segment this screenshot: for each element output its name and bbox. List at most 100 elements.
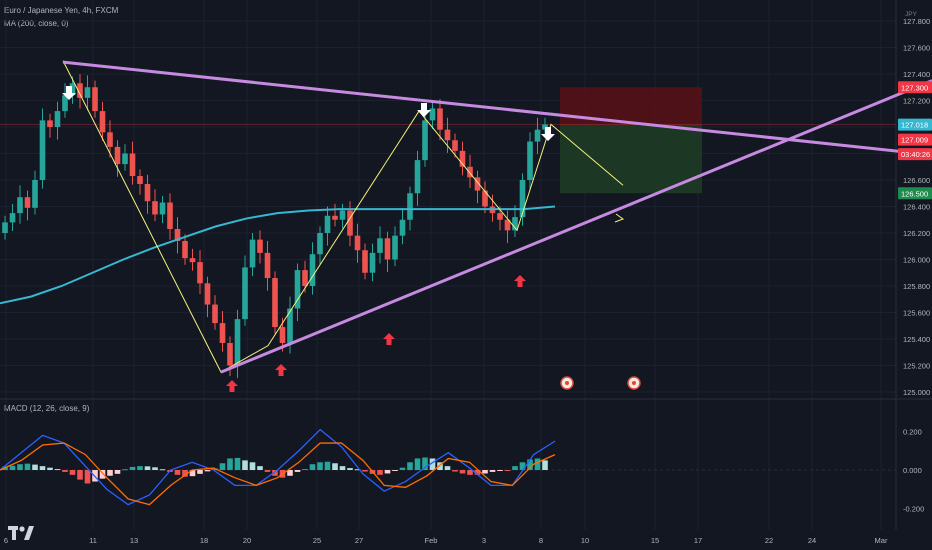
price-tick-label: 125.200: [903, 362, 930, 371]
time-tick-label: 8: [539, 536, 543, 545]
macd-histogram-bar: [437, 462, 443, 470]
candle-body: [392, 235, 398, 260]
price-tick-label: 127.200: [903, 97, 930, 106]
candle-body: [84, 87, 91, 98]
candle-body: [444, 129, 451, 141]
time-tick-label: 6: [4, 536, 8, 545]
macd-histogram-bar: [272, 470, 278, 476]
price-tags: 127.300 127.018 127.009 03:40:26 126.500: [898, 81, 932, 200]
macd-histogram-bar: [519, 462, 526, 470]
time-tick-label: 13: [130, 536, 138, 545]
candle-body: [189, 258, 196, 263]
down-arrow-icon: [62, 86, 76, 100]
candle-body: [234, 319, 241, 366]
candle-body: [92, 87, 98, 112]
macd-histogram-bar: [399, 467, 406, 470]
candle-body: [332, 215, 338, 220]
price-tick-label: 125.600: [903, 309, 930, 318]
candle-body: [219, 323, 226, 343]
time-tick-label: 3: [482, 536, 486, 545]
chart-title: Euro / Japanese Yen, 4h, FXCM: [4, 6, 119, 15]
candle-body: [107, 132, 113, 147]
candle-body: [519, 180, 526, 218]
macd-histogram-bar: [122, 469, 128, 471]
macd-histogram-bar: [54, 469, 61, 471]
candle-body: [144, 183, 151, 202]
candle-body: [137, 176, 143, 184]
price-tick-label: 125.400: [903, 335, 930, 344]
macd-histogram-bar: [489, 470, 496, 472]
macd-histogram-bar: [287, 470, 293, 476]
candle-body: [369, 252, 376, 273]
candle-body: [24, 197, 31, 208]
macd-histogram-bar: [99, 470, 106, 479]
macd-pane: [0, 428, 896, 506]
candle-body: [467, 166, 473, 178]
time-tick-label: 11: [89, 536, 97, 545]
macd-histogram-bar: [452, 470, 458, 472]
candle-body: [249, 239, 256, 268]
tradingview-logo-icon[interactable]: [8, 524, 34, 542]
candle-body: [122, 153, 128, 165]
macd-histogram-bar: [534, 458, 541, 470]
macd-histogram-bar: [32, 464, 38, 470]
macd-histogram-bar: [407, 462, 413, 470]
candle-body: [279, 327, 286, 343]
macd-histogram-bar: [152, 467, 158, 470]
price-tag: [898, 118, 932, 131]
candle-body: [212, 304, 218, 324]
macd-histogram-bar: [197, 470, 203, 474]
event-icon-dot: [565, 381, 569, 385]
price-tag: [898, 133, 932, 146]
macd-histogram-bar: [414, 458, 421, 470]
macd-histogram-bar: [444, 466, 451, 470]
macd-histogram-bar: [459, 470, 466, 474]
time-tick-label: 20: [243, 536, 251, 545]
macd-histogram-bar: [294, 470, 301, 472]
candle-body: [54, 111, 61, 127]
candle-body: [47, 120, 53, 127]
candle-body: [257, 239, 263, 253]
candle-body: [407, 193, 413, 220]
candle-body: [354, 235, 361, 251]
price-tick-label: 126.200: [903, 229, 930, 238]
candle-body: [399, 219, 406, 236]
up-arrow-icon: [226, 380, 238, 392]
price-tag-label: 127.018: [901, 121, 928, 130]
candle-body: [287, 308, 293, 343]
candle-body: [324, 215, 331, 233]
macd-histogram-bar: [47, 467, 53, 470]
candle-body: [227, 342, 233, 366]
signal-line: [0, 442, 556, 506]
macd-histogram-bar: [467, 470, 473, 475]
candle-body: [264, 252, 271, 279]
price-tick-label: 126.400: [903, 203, 930, 212]
descending-trendline: [62, 60, 932, 157]
macd-histogram-bar: [182, 470, 188, 477]
candle-body: [527, 141, 533, 180]
time-tick-label: 10: [581, 536, 589, 545]
candle-body: [497, 213, 503, 220]
price-tick-label: 126.000: [903, 256, 930, 265]
up-arrow-icon: [514, 275, 526, 287]
candle-body: [182, 240, 188, 259]
macd-histogram-bar: [9, 465, 16, 470]
ma-legend: MA (200, close, 0): [4, 19, 69, 28]
candle-body: [272, 278, 278, 328]
candle-body: [2, 222, 8, 233]
candle-body: [9, 213, 16, 223]
candle-body: [167, 202, 173, 230]
time-tick-label: 27: [355, 536, 363, 545]
price-tag: [898, 187, 932, 200]
down-arrow-icon: [417, 103, 431, 117]
down-arrow-icon: [541, 127, 555, 141]
candle-body: [347, 210, 353, 236]
candle-body: [474, 177, 481, 191]
time-tick-label: Mar: [875, 536, 888, 545]
price-tag: [898, 81, 932, 94]
macd-histogram-bar: [62, 470, 68, 472]
price-tag-label: 03:40:26: [901, 150, 930, 159]
candle-body: [437, 108, 443, 130]
candle-body: [32, 180, 38, 208]
